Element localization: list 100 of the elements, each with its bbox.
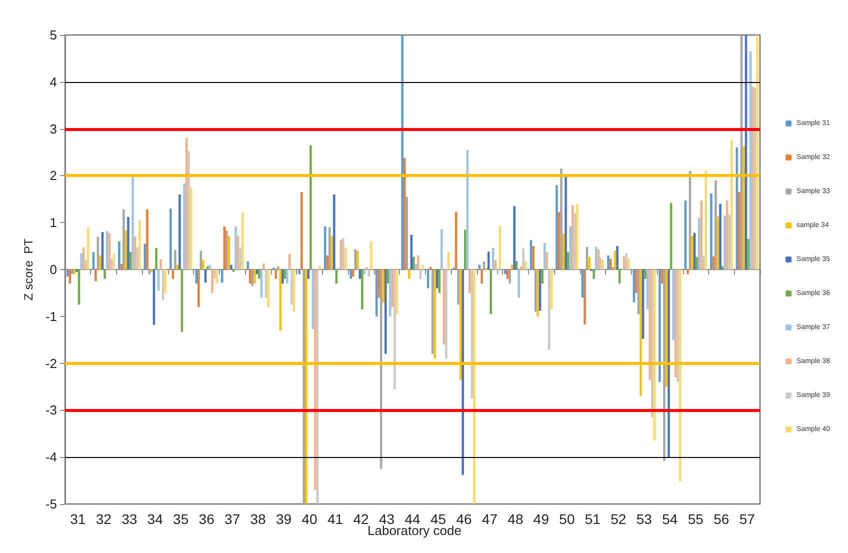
bar — [164, 270, 166, 293]
bar — [136, 246, 138, 270]
bar — [314, 270, 316, 490]
bar — [110, 258, 113, 270]
bar — [508, 270, 511, 284]
bar — [704, 171, 707, 270]
bar — [195, 270, 198, 284]
bar — [146, 209, 148, 270]
x-tick-label: 35 — [173, 511, 189, 527]
bar — [752, 86, 754, 270]
bar — [504, 270, 506, 274]
bar — [155, 248, 158, 270]
bar — [462, 270, 464, 475]
bar — [211, 270, 214, 293]
bar — [648, 270, 651, 380]
bar — [536, 270, 539, 316]
bar — [560, 168, 562, 270]
x-tick-label: 38 — [250, 511, 266, 527]
x-tick-label: 42 — [353, 511, 370, 527]
bar — [354, 249, 356, 270]
bar — [576, 204, 578, 270]
bar — [635, 270, 638, 293]
x-tick-label: 33 — [122, 511, 138, 527]
bar — [520, 266, 522, 270]
bar — [401, 35, 404, 270]
bar — [457, 270, 460, 305]
bar — [609, 258, 612, 270]
bar — [66, 270, 69, 277]
bar — [389, 270, 392, 316]
bar — [588, 256, 590, 270]
bar — [394, 270, 396, 390]
x-tick-label: 52 — [610, 511, 626, 527]
x-tick-label: 34 — [147, 511, 164, 527]
bar — [440, 229, 443, 270]
bar — [412, 256, 415, 270]
bar — [548, 270, 550, 350]
x-tick-label: 49 — [533, 511, 550, 527]
bar — [71, 270, 74, 274]
bar — [663, 270, 666, 461]
bar — [724, 216, 726, 270]
bar — [132, 176, 134, 270]
bar — [183, 184, 186, 270]
bar — [178, 194, 181, 270]
bar — [556, 185, 558, 270]
x-tick-label: 51 — [584, 511, 601, 527]
bar — [445, 270, 448, 359]
bar — [496, 270, 499, 274]
bar — [254, 270, 256, 284]
x-tick-label: 56 — [714, 511, 730, 527]
bar — [220, 270, 224, 283]
bar — [756, 35, 758, 270]
x-tick-label: 31 — [70, 511, 86, 527]
bar — [627, 258, 630, 270]
x-tick-label: 39 — [276, 511, 292, 527]
bar — [422, 264, 424, 270]
bar — [686, 270, 689, 274]
bar — [513, 206, 516, 270]
bar — [382, 270, 384, 302]
bar — [80, 253, 82, 270]
y-tick-label: -2 — [45, 356, 57, 371]
bar — [696, 256, 698, 270]
bar — [378, 270, 380, 298]
bar — [417, 255, 420, 270]
bar — [298, 270, 300, 274]
bar — [188, 151, 190, 270]
bar — [104, 270, 106, 279]
y-tick-label: 1 — [50, 215, 57, 230]
bar — [230, 264, 232, 270]
bar — [112, 254, 115, 270]
bar — [318, 266, 321, 270]
bar — [658, 270, 661, 382]
bar — [170, 208, 172, 270]
bar — [384, 270, 387, 354]
bar — [239, 247, 242, 270]
bar — [480, 270, 483, 284]
bar — [333, 194, 336, 270]
bar — [282, 270, 284, 284]
bar — [274, 270, 277, 279]
bar — [84, 260, 87, 270]
x-tick-label: 37 — [224, 511, 240, 527]
bar — [290, 270, 293, 305]
y-tick-label: -5 — [45, 496, 57, 512]
y-tick-label: 2 — [50, 168, 57, 184]
x-tick-label: 57 — [739, 511, 756, 527]
bar — [597, 249, 600, 270]
y-tick-label: 0 — [50, 262, 57, 277]
bar — [122, 209, 125, 270]
bar — [406, 196, 408, 270]
bar — [108, 232, 110, 270]
bar — [616, 246, 618, 270]
y-axis-title: Z score PT — [22, 238, 36, 301]
y-tick-label: 3 — [50, 121, 57, 136]
y-tick-label: -4 — [45, 450, 57, 465]
x-tick-label: 47 — [482, 511, 498, 527]
y-tick-label: -1 — [45, 308, 57, 324]
bar — [691, 236, 694, 270]
bar — [524, 262, 527, 270]
bar — [310, 145, 312, 270]
bar — [438, 270, 441, 293]
bar — [584, 270, 586, 324]
